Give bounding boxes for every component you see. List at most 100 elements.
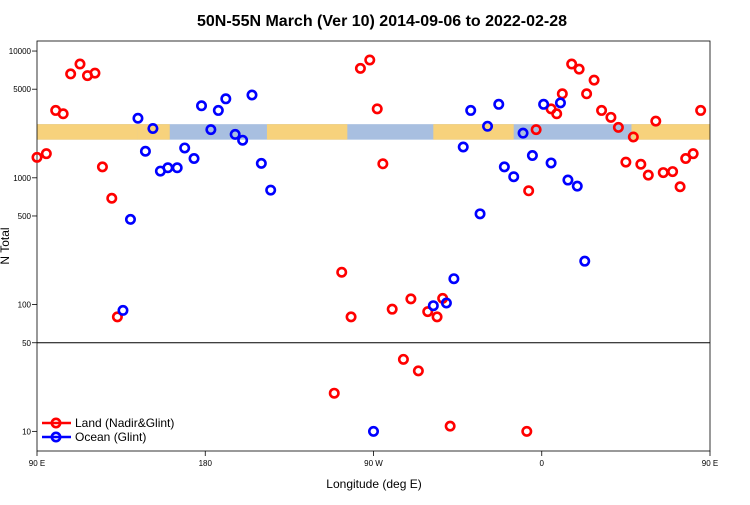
land-point — [605, 111, 617, 123]
ocean-point — [517, 127, 529, 139]
land-point — [412, 365, 424, 377]
ocean-point — [367, 425, 379, 437]
ocean-strip — [37, 124, 710, 140]
legend-land-label: Land (Nadir&Glint) — [75, 416, 174, 430]
land-segment — [37, 124, 138, 140]
land-point — [521, 425, 533, 437]
ocean-point — [457, 141, 469, 153]
land-point — [573, 63, 585, 75]
land-point — [635, 158, 647, 170]
ocean-point — [255, 157, 267, 169]
ocean-point — [482, 120, 494, 132]
land-point — [111, 311, 123, 323]
ocean-point — [132, 112, 144, 124]
ocean-point — [147, 122, 159, 134]
legend-ocean-marker — [50, 431, 62, 443]
land-point — [422, 306, 434, 318]
land-point — [523, 185, 535, 197]
y-tick-label: 100 — [18, 301, 32, 310]
land-point — [588, 74, 600, 86]
land-segment — [433, 124, 514, 140]
land-point — [581, 88, 593, 100]
x-tick-label: 90 E — [702, 459, 718, 468]
ocean-point — [246, 89, 258, 101]
legend-ocean-label: Ocean (Glint) — [75, 430, 146, 444]
ocean-point — [448, 273, 460, 285]
land-point — [364, 54, 376, 66]
ocean-point — [265, 184, 277, 196]
ocean-point — [474, 208, 486, 220]
ocean-point — [545, 157, 557, 169]
ocean-point — [465, 104, 477, 116]
y-tick-label: 10000 — [9, 47, 32, 56]
land-point — [354, 62, 366, 74]
legend-land-marker — [50, 417, 62, 429]
land-segment — [631, 124, 710, 140]
ocean-point — [205, 124, 217, 136]
land-point — [431, 311, 443, 323]
x-axis: 90 E 180 90 W 0 90 E — [29, 451, 718, 468]
ocean-point — [493, 98, 505, 110]
x-tick-label: 90 E — [29, 459, 45, 468]
y-tick-label: 10 — [22, 427, 31, 436]
land-point — [444, 420, 456, 432]
land-point — [386, 303, 398, 315]
land-point — [642, 169, 654, 181]
land-point — [31, 151, 43, 163]
land-point — [650, 115, 662, 127]
ocean-point — [139, 145, 151, 157]
land-point — [405, 293, 417, 305]
land-point — [336, 266, 348, 278]
ocean-point — [427, 300, 439, 312]
land-point — [89, 67, 101, 79]
ocean-point — [571, 180, 583, 192]
x-tick-label: 90 W — [364, 459, 383, 468]
y-axis: 10 50 100 500 1000 5000 10000 — [9, 47, 37, 436]
land-point — [674, 181, 686, 193]
land-point — [65, 68, 77, 80]
land-point — [40, 148, 52, 160]
y-tick-label: 500 — [18, 212, 32, 221]
ocean-point — [188, 153, 200, 165]
y-tick-label: 1000 — [13, 174, 31, 183]
ocean-point — [440, 297, 452, 309]
land-point — [57, 108, 69, 120]
chart-title: 50N-55N March (Ver 10) 2014-09-06 to 202… — [197, 13, 567, 30]
x-axis-label: Longitude (deg E) — [326, 477, 421, 491]
land-point — [687, 148, 699, 160]
ocean-point — [562, 174, 574, 186]
land-point — [620, 156, 632, 168]
land-point — [627, 131, 639, 143]
ocean-point — [179, 142, 191, 154]
ocean-point — [508, 171, 520, 183]
land-point — [96, 161, 108, 173]
ocean-point — [498, 161, 510, 173]
ocean-point — [237, 134, 249, 146]
land-point — [695, 104, 707, 116]
y-tick-label: 5000 — [13, 85, 31, 94]
land-point — [667, 166, 679, 178]
ocean-point — [554, 97, 566, 109]
data-points — [31, 54, 707, 437]
ocean-point — [229, 128, 241, 140]
ocean-point — [526, 149, 538, 161]
ocean-point — [579, 255, 591, 267]
ocean-point — [220, 93, 232, 105]
x-tick-label: 0 — [540, 459, 545, 468]
ocean-point — [171, 162, 183, 174]
land-ocean-strip — [37, 124, 710, 140]
x-tick-label: 180 — [199, 459, 213, 468]
land-point — [612, 121, 624, 133]
land-point — [596, 104, 608, 116]
land-point — [566, 58, 578, 70]
land-point — [345, 311, 357, 323]
land-point — [680, 153, 692, 165]
land-point — [397, 353, 409, 365]
land-point — [106, 192, 118, 204]
land-segment — [266, 124, 348, 140]
land-point — [530, 124, 542, 136]
land-point — [551, 108, 563, 120]
ocean-point — [538, 98, 550, 110]
